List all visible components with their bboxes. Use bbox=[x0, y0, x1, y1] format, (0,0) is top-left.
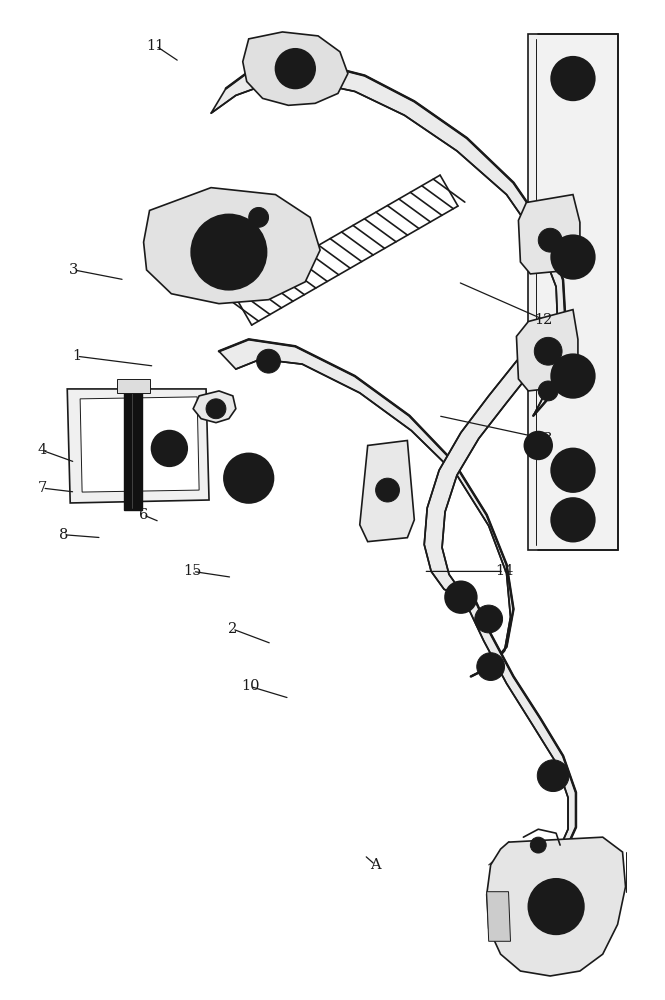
Circle shape bbox=[206, 399, 226, 419]
Text: 2: 2 bbox=[227, 622, 237, 636]
Circle shape bbox=[538, 228, 562, 252]
Polygon shape bbox=[211, 62, 566, 416]
Circle shape bbox=[207, 230, 251, 274]
Circle shape bbox=[376, 478, 400, 502]
Circle shape bbox=[454, 590, 468, 604]
Polygon shape bbox=[487, 892, 511, 941]
Polygon shape bbox=[517, 310, 578, 391]
Text: 3: 3 bbox=[69, 263, 78, 277]
Circle shape bbox=[275, 49, 315, 88]
Circle shape bbox=[561, 458, 585, 482]
Circle shape bbox=[534, 337, 562, 365]
Polygon shape bbox=[117, 379, 150, 393]
Polygon shape bbox=[424, 349, 546, 597]
Text: 6: 6 bbox=[138, 508, 148, 522]
Text: 7: 7 bbox=[38, 481, 47, 495]
Polygon shape bbox=[144, 188, 320, 304]
Circle shape bbox=[532, 440, 544, 451]
Polygon shape bbox=[67, 389, 209, 503]
Text: 4: 4 bbox=[38, 443, 47, 457]
Text: 12: 12 bbox=[535, 313, 553, 327]
Circle shape bbox=[551, 448, 595, 492]
Text: 11: 11 bbox=[147, 39, 165, 53]
Text: 14: 14 bbox=[495, 564, 513, 578]
Circle shape bbox=[551, 354, 595, 398]
Circle shape bbox=[561, 364, 585, 388]
Circle shape bbox=[551, 498, 595, 542]
Circle shape bbox=[551, 235, 595, 279]
Circle shape bbox=[561, 245, 585, 269]
Text: A: A bbox=[370, 858, 380, 872]
Polygon shape bbox=[219, 339, 513, 677]
Circle shape bbox=[477, 653, 505, 680]
Text: 8: 8 bbox=[59, 528, 68, 542]
Circle shape bbox=[287, 60, 305, 78]
Polygon shape bbox=[243, 32, 348, 105]
Circle shape bbox=[212, 405, 220, 413]
Circle shape bbox=[551, 57, 595, 100]
Polygon shape bbox=[80, 397, 199, 492]
Polygon shape bbox=[124, 381, 142, 510]
Text: 13: 13 bbox=[534, 432, 553, 446]
Circle shape bbox=[152, 431, 188, 466]
Circle shape bbox=[530, 837, 546, 853]
Circle shape bbox=[525, 432, 552, 459]
Polygon shape bbox=[487, 837, 626, 976]
Circle shape bbox=[568, 252, 578, 262]
Circle shape bbox=[568, 371, 578, 381]
Circle shape bbox=[551, 902, 561, 912]
Polygon shape bbox=[461, 589, 576, 859]
Circle shape bbox=[568, 465, 578, 475]
Circle shape bbox=[475, 605, 503, 633]
Circle shape bbox=[244, 473, 253, 483]
Circle shape bbox=[221, 244, 237, 260]
Circle shape bbox=[568, 515, 578, 525]
Circle shape bbox=[568, 74, 578, 84]
Circle shape bbox=[237, 466, 261, 490]
Text: 15: 15 bbox=[184, 564, 202, 578]
Polygon shape bbox=[519, 195, 580, 274]
Circle shape bbox=[192, 214, 267, 290]
Circle shape bbox=[561, 508, 585, 532]
Circle shape bbox=[542, 893, 570, 920]
Polygon shape bbox=[529, 34, 618, 550]
Circle shape bbox=[257, 349, 281, 373]
Polygon shape bbox=[360, 441, 414, 542]
Circle shape bbox=[537, 760, 569, 792]
Circle shape bbox=[249, 207, 269, 227]
Polygon shape bbox=[193, 391, 236, 423]
Circle shape bbox=[445, 581, 477, 613]
Text: 1: 1 bbox=[72, 349, 81, 363]
Circle shape bbox=[538, 381, 558, 401]
Circle shape bbox=[224, 453, 273, 503]
Circle shape bbox=[529, 879, 584, 934]
Circle shape bbox=[561, 67, 585, 90]
Text: 10: 10 bbox=[241, 679, 259, 693]
